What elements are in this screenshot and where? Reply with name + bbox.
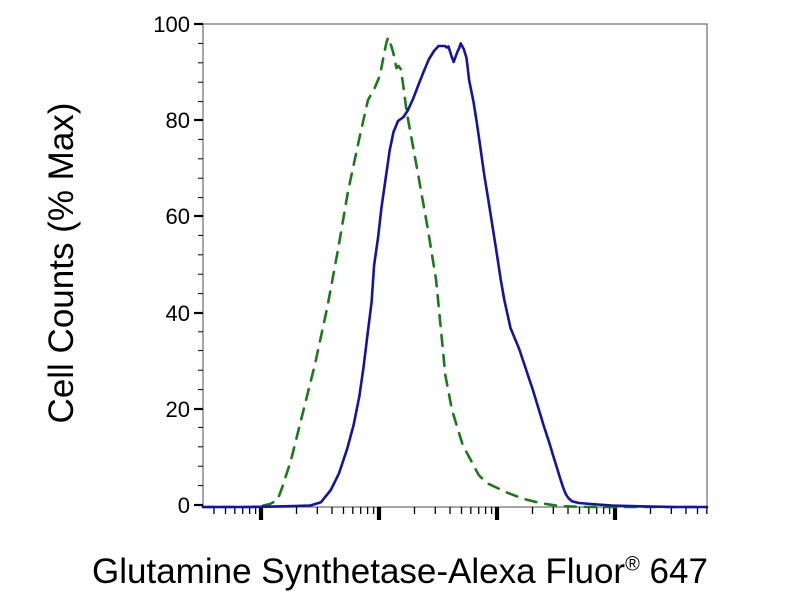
svg-text:100: 100 <box>153 12 190 37</box>
svg-text:0: 0 <box>178 493 190 518</box>
svg-text:20: 20 <box>166 397 190 422</box>
svg-text:60: 60 <box>166 204 190 229</box>
svg-text:40: 40 <box>166 301 190 326</box>
svg-text:80: 80 <box>166 108 190 133</box>
